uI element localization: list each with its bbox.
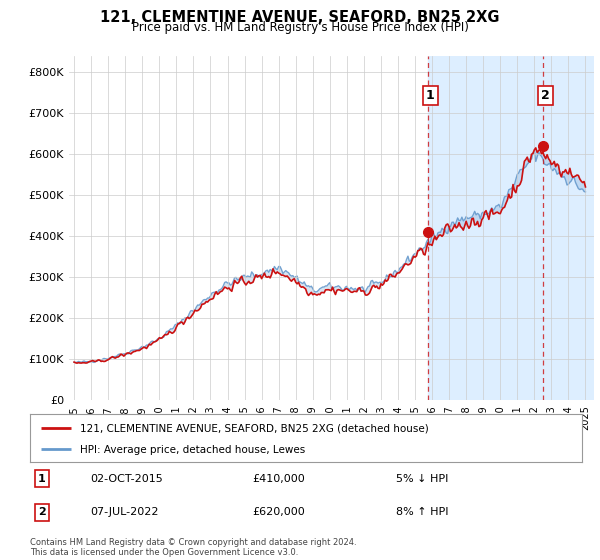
- Text: £620,000: £620,000: [252, 507, 305, 517]
- Text: 02-OCT-2015: 02-OCT-2015: [90, 474, 163, 484]
- Text: 1: 1: [426, 89, 435, 102]
- Text: Price paid vs. HM Land Registry's House Price Index (HPI): Price paid vs. HM Land Registry's House …: [131, 21, 469, 34]
- Text: £410,000: £410,000: [252, 474, 305, 484]
- Text: HPI: Average price, detached house, Lewes: HPI: Average price, detached house, Lewe…: [80, 445, 305, 455]
- Text: 1: 1: [38, 474, 46, 484]
- Text: 121, CLEMENTINE AVENUE, SEAFORD, BN25 2XG: 121, CLEMENTINE AVENUE, SEAFORD, BN25 2X…: [100, 10, 500, 25]
- Text: 8% ↑ HPI: 8% ↑ HPI: [396, 507, 449, 517]
- Text: Contains HM Land Registry data © Crown copyright and database right 2024.
This d: Contains HM Land Registry data © Crown c…: [30, 538, 356, 557]
- Text: 07-JUL-2022: 07-JUL-2022: [90, 507, 158, 517]
- Text: 5% ↓ HPI: 5% ↓ HPI: [396, 474, 448, 484]
- Text: 2: 2: [38, 507, 46, 517]
- Text: 2: 2: [541, 89, 550, 102]
- Bar: [428, 56, 600, 400]
- Text: 121, CLEMENTINE AVENUE, SEAFORD, BN25 2XG (detached house): 121, CLEMENTINE AVENUE, SEAFORD, BN25 2X…: [80, 424, 428, 433]
